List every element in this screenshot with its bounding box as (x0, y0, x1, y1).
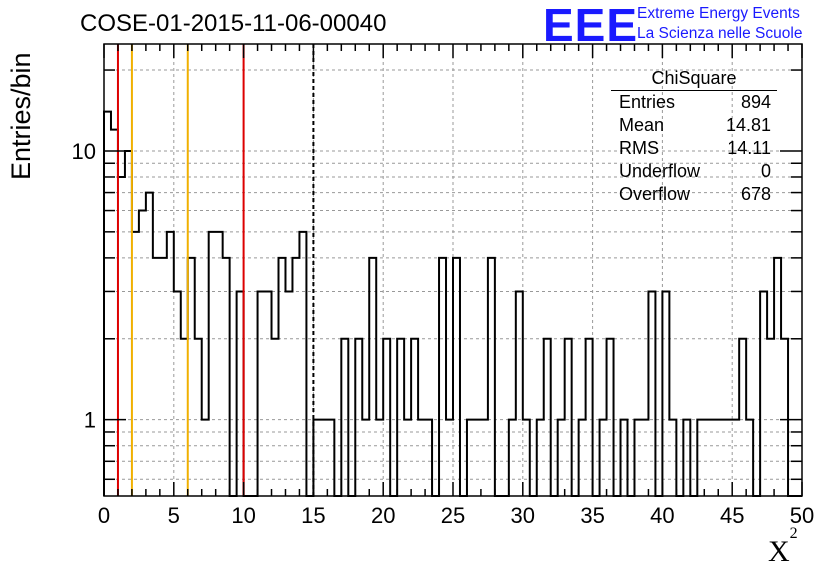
histogram-series (103, 110, 802, 497)
y-axis-label: Entries/bin (6, 52, 36, 180)
plot-title: COSE-01-2015-11-06-00040 (80, 10, 387, 37)
stats-row-entries: Entries 894 (619, 92, 771, 112)
x-tick-label: 0 (98, 503, 110, 528)
y-tick-label: 1 (84, 408, 96, 433)
x-tick-label: 5 (168, 503, 180, 528)
x-tick-label: 35 (580, 503, 604, 528)
y-tick-label: 10 (72, 139, 96, 164)
logo-line-1: Extreme Energy Events (637, 5, 800, 22)
stats-row-mean: Mean 14.81 (619, 115, 771, 135)
eee-logo: EEE (543, 0, 639, 51)
x-axis-label: X2 (768, 525, 798, 568)
x-tick-label: 40 (650, 503, 674, 528)
stats-title: ChiSquare (611, 68, 777, 91)
stats-row-rms: RMS 14.11 (619, 138, 771, 158)
x-tick-label: 20 (371, 503, 395, 528)
stats-box: ChiSquare Entries 894 Mean 14.81 RMS 14.11 … (611, 68, 777, 206)
logo-line-2: La Scienza nelle Scuole (637, 25, 803, 42)
x-tick-label: 25 (441, 503, 465, 528)
x-tick-label: 10 (231, 503, 255, 528)
x-tick-label: 30 (511, 503, 535, 528)
x-tick-label: 15 (301, 503, 325, 528)
x-tick-label: 50 (790, 503, 814, 528)
stats-row-overflow: Overflow 678 (619, 184, 771, 204)
x-tick-label: 45 (720, 503, 744, 528)
stats-row-underflow: Underflow 0 (619, 161, 771, 181)
